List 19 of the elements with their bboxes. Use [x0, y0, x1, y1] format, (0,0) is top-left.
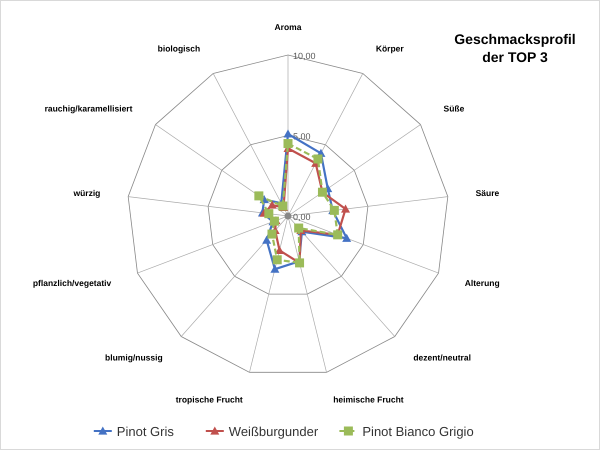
text: Geschmacksprofil der TOP 3 [454, 31, 576, 65]
spoke-label: heimische Frucht [333, 394, 404, 405]
legend-label: Pinot Bianco Grigio [362, 424, 474, 439]
spoke-label: tropische Frucht [176, 394, 243, 405]
spoke-label: Säure [476, 188, 500, 198]
y-tick-label: 10,00 [293, 51, 316, 61]
y-tick-label: 0,00 [293, 212, 311, 222]
spoke-label: Körper [376, 44, 404, 54]
spoke-label: dezent/neutral [413, 352, 471, 362]
legend-label: Pinot Gris [116, 424, 174, 439]
spoke-label: blumig/nussig [105, 352, 163, 362]
spoke-label: Aroma [274, 22, 302, 32]
spoke-label: Süße [444, 104, 465, 114]
spoke-label: rauchig/karamellisiert [44, 104, 133, 114]
spoke-label: pflanzlich/vegetativ [32, 278, 112, 288]
spoke-label: Alterung [464, 278, 500, 288]
legend-label: Weißburgunder [228, 424, 319, 439]
spoke-label: würzig [72, 188, 100, 198]
spoke-label: biologisch [158, 44, 200, 54]
